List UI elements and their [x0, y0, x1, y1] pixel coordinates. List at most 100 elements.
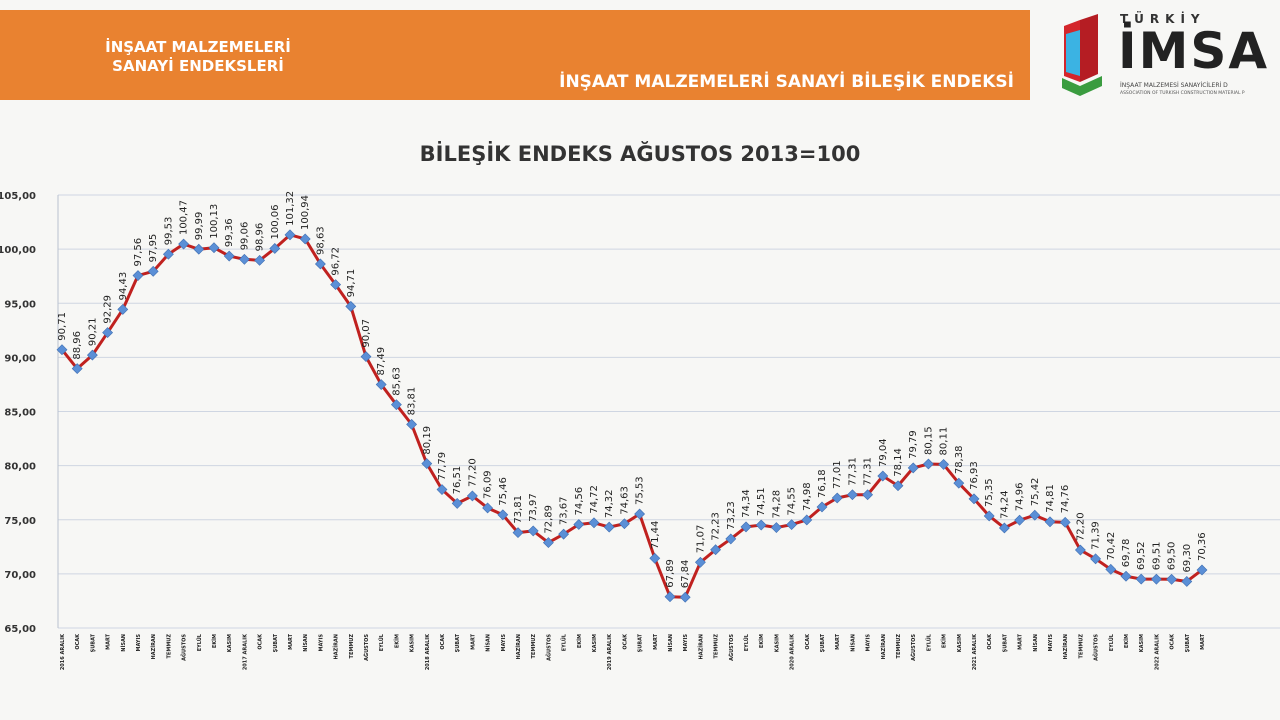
data-label: 85,63 — [391, 367, 402, 396]
x-tick-label: 2018 ARALIK — [425, 633, 431, 670]
data-point-marker — [238, 253, 250, 265]
y-tick-label: 85,00 — [4, 408, 36, 419]
data-point-marker — [102, 327, 114, 339]
x-tick-label: TEMMUZ — [714, 634, 720, 659]
x-tick-label: HAZİRAN — [515, 634, 522, 659]
x-tick-label: ŞUBAT — [1185, 633, 1191, 652]
y-tick-label: 90,00 — [4, 353, 36, 364]
data-label: 73,97 — [528, 493, 539, 522]
data-label: 98,96 — [255, 223, 266, 252]
x-tick-label: AĞUSTOS — [545, 634, 552, 661]
data-label: 77,79 — [437, 452, 448, 481]
data-point-marker — [573, 519, 585, 530]
data-point-marker — [512, 527, 524, 539]
data-label: 69,52 — [1136, 541, 1147, 570]
y-tick-label: 95,00 — [4, 299, 36, 310]
x-tick-label: HAZİRAN — [333, 634, 340, 659]
header-banner: İNŞAAT MALZEMELERİ SANAYİ ENDEKSLERİ İNŞ… — [0, 10, 1030, 100]
x-tick-label: 2016 ARALIK — [60, 633, 66, 670]
data-point-marker — [846, 489, 858, 501]
data-label: 101,32 — [285, 191, 296, 226]
x-tick-label: EYLÜL — [561, 633, 568, 651]
data-label: 69,30 — [1182, 544, 1193, 573]
data-label: 77,31 — [847, 457, 858, 486]
logo-mark-icon — [1062, 14, 1102, 96]
y-tick-label: 100,00 — [0, 245, 36, 256]
x-tick-label: NİSAN — [302, 634, 309, 652]
data-point-marker — [86, 349, 98, 361]
data-label: 76,93 — [969, 461, 980, 490]
data-label: 74,81 — [1045, 484, 1056, 513]
x-tick-label: OCAK — [75, 633, 81, 650]
y-tick-label: 70,00 — [4, 570, 36, 581]
data-point-marker — [330, 279, 342, 291]
data-point-marker — [938, 459, 950, 470]
x-tick-label: 2021 ARALIK — [972, 633, 978, 670]
x-tick-label: 2020 ARALIK — [790, 633, 796, 670]
data-point-marker — [922, 458, 934, 470]
x-tick-label: MAYIS — [501, 634, 507, 652]
banner-left-line1: İNŞAAT MALZEMELERİ — [105, 38, 291, 56]
x-tick-label: EYLÜL — [196, 633, 203, 651]
data-point-marker — [1196, 564, 1208, 576]
data-label: 99,06 — [239, 222, 250, 251]
data-label: 94,71 — [346, 269, 357, 298]
logo-subtitle-tr: İNŞAAT MALZEMESİ SANAYİCİLERİ D — [1120, 82, 1228, 89]
x-tick-label: OCAK — [1170, 633, 1176, 650]
data-label: 96,72 — [331, 247, 342, 276]
data-point-marker — [1044, 516, 1056, 528]
banner-right-title: İNŞAAT MALZEMELERİ SANAYİ BİLEŞİK ENDEKS… — [559, 72, 1014, 92]
data-label: 74,34 — [741, 489, 752, 518]
data-label: 88,96 — [72, 331, 83, 360]
data-label: 71,07 — [695, 525, 706, 554]
x-tick-label: KASIM — [592, 634, 598, 652]
data-label: 69,50 — [1167, 542, 1178, 571]
data-label: 92,29 — [103, 295, 114, 324]
x-tick-label: MAYIS — [318, 634, 324, 652]
data-label: 90,71 — [57, 312, 68, 341]
data-label: 74,32 — [604, 489, 615, 518]
data-point-marker — [314, 258, 326, 270]
data-label: 77,31 — [863, 457, 874, 486]
series-line — [60, 233, 1203, 599]
data-label: 99,36 — [224, 218, 235, 247]
x-tick-label: MART — [470, 633, 476, 649]
data-label: 80,19 — [422, 426, 433, 455]
data-label: 77,20 — [467, 458, 478, 487]
data-label: 79,79 — [908, 430, 919, 459]
data-label: 94,43 — [118, 272, 129, 301]
data-point-marker — [755, 519, 767, 531]
data-point-marker — [56, 344, 68, 356]
data-point-marker — [1105, 563, 1117, 575]
data-point-marker — [193, 243, 205, 255]
x-tick-label: KASIM — [410, 634, 416, 652]
data-point-marker — [953, 477, 965, 489]
data-label: 75,53 — [635, 476, 646, 505]
data-point-marker — [1150, 573, 1162, 585]
x-tick-label: OCAK — [622, 633, 628, 650]
data-point-marker — [436, 484, 448, 495]
data-label: 74,51 — [756, 487, 767, 516]
x-tick-label: MAYIS — [1048, 634, 1054, 652]
data-point-marker — [801, 514, 813, 526]
x-tick-label: ŞUBAT — [455, 633, 461, 652]
data-label: 74,24 — [999, 490, 1010, 519]
y-tick-label: 80,00 — [4, 462, 36, 473]
data-label: 97,56 — [133, 238, 144, 267]
data-point-marker — [497, 509, 509, 521]
data-label: 75,46 — [498, 477, 509, 506]
data-label: 99,53 — [163, 217, 174, 246]
data-point-marker — [147, 265, 159, 277]
x-tick-label: MART — [288, 633, 294, 649]
data-point-marker — [542, 537, 554, 549]
data-point-marker — [877, 470, 889, 482]
data-label: 79,04 — [878, 438, 889, 467]
data-label: 87,49 — [376, 347, 387, 376]
x-tick-label: NİSAN — [1032, 634, 1039, 652]
data-label: 90,07 — [361, 319, 372, 348]
data-point-marker — [421, 458, 433, 469]
x-tick-label: EKİM — [758, 634, 765, 648]
data-point-marker — [649, 552, 661, 564]
data-label: 78,38 — [954, 446, 965, 475]
x-tick-label: ŞUBAT — [90, 633, 96, 652]
